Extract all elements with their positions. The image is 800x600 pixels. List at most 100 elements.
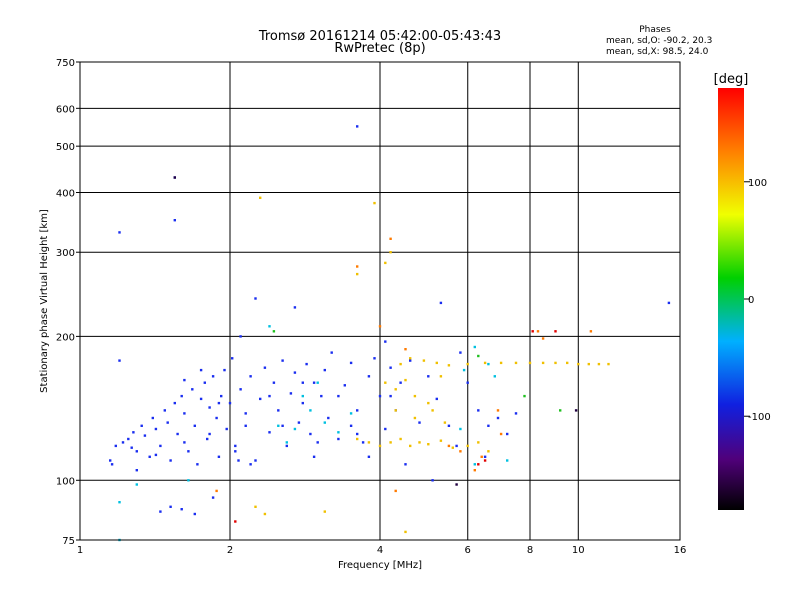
data-point (268, 394, 271, 398)
data-point (320, 394, 323, 398)
data-point (217, 455, 221, 458)
data-point (148, 455, 151, 458)
data-point (487, 424, 490, 427)
data-point (483, 361, 487, 365)
data-point (409, 357, 412, 360)
data-point (459, 427, 462, 431)
data-point (109, 459, 112, 462)
data-point (487, 362, 490, 366)
data-point (356, 265, 359, 268)
data-point (466, 362, 469, 366)
data-point (389, 251, 392, 254)
data-point (127, 437, 130, 441)
data-point (281, 424, 284, 427)
x-tick-label: 10 (572, 545, 585, 556)
data-point (439, 375, 443, 378)
data-point (305, 362, 308, 366)
colorbar-tick-label: 0 (748, 295, 754, 306)
data-point (228, 401, 232, 405)
data-point (389, 394, 392, 398)
data-point (514, 412, 518, 415)
data-point (263, 512, 267, 516)
data-point (496, 409, 500, 412)
data-point (337, 431, 340, 434)
data-point (422, 359, 426, 362)
data-point (244, 412, 247, 415)
data-point (499, 361, 503, 365)
data-point (389, 366, 392, 369)
data-point (389, 237, 392, 240)
data-point (409, 359, 412, 362)
data-point (159, 510, 162, 513)
data-point (114, 444, 117, 448)
plot-frame (79, 61, 681, 541)
y-tick-label: 200 (56, 332, 75, 343)
data-point (427, 375, 430, 378)
data-point (473, 463, 476, 466)
data-point (536, 330, 540, 333)
chart-title: Tromsø 20161214 05:42:00-05:43:43 (258, 29, 501, 44)
data-point (223, 368, 226, 372)
data-point (477, 463, 480, 466)
y-axis-label: Stationary phase Virtual Height [km] (39, 209, 50, 393)
data-point (541, 337, 545, 340)
data-point (523, 394, 526, 398)
data-point (399, 381, 402, 384)
y-axis-ticks: 75 100 200 300 400 500 600 750 (56, 58, 80, 547)
data-point (483, 455, 487, 458)
data-point (293, 306, 297, 309)
data-point (384, 261, 387, 265)
data-point (173, 219, 176, 222)
colorbar-label: [deg] (714, 72, 749, 87)
data-point (373, 201, 376, 205)
data-point (506, 459, 509, 462)
data-point (399, 362, 402, 366)
data-point (559, 409, 562, 412)
data-point (140, 424, 143, 427)
y-tick-label: 600 (56, 104, 75, 115)
x-tick-label: 6 (465, 545, 471, 556)
data-point (183, 378, 186, 382)
y-tick-label: 100 (56, 476, 75, 487)
x-axis-ticks: 1 2 4 6 8 10 16 (77, 545, 687, 556)
data-point (337, 394, 340, 398)
data-point (293, 371, 297, 374)
data-point (409, 444, 412, 448)
x-tick-label: 1 (77, 545, 83, 556)
data-point (285, 441, 288, 444)
data-point (589, 330, 593, 333)
data-point (316, 381, 319, 384)
data-point (118, 359, 121, 362)
data-point (466, 381, 469, 384)
y-tick-label: 300 (56, 248, 75, 259)
data-point (259, 196, 262, 199)
data-point (215, 489, 218, 493)
data-point (477, 354, 480, 358)
stats-o-line: mean, sd,O: -90.2, 20.3 (606, 36, 712, 46)
data-point (399, 437, 402, 441)
data-point (183, 441, 186, 444)
data-point (389, 441, 392, 444)
data-point (193, 424, 196, 427)
colorbar-ticks: 100 0 -100 (744, 178, 771, 423)
data-point (356, 125, 359, 128)
data-point (349, 412, 353, 415)
data-point (159, 444, 162, 448)
data-point (473, 345, 476, 349)
data-point (244, 424, 247, 427)
data-point (356, 272, 359, 276)
data-point (499, 432, 503, 436)
data-point (459, 351, 462, 354)
data-point (187, 479, 190, 482)
data-point (132, 431, 135, 434)
data-point (231, 357, 234, 360)
data-point (203, 381, 206, 384)
data-point (431, 479, 434, 482)
x-tick-label: 8 (527, 545, 533, 556)
data-point (309, 432, 312, 436)
data-point (234, 444, 237, 448)
data-point (531, 330, 534, 333)
data-point (361, 441, 365, 444)
data-point (173, 401, 176, 405)
